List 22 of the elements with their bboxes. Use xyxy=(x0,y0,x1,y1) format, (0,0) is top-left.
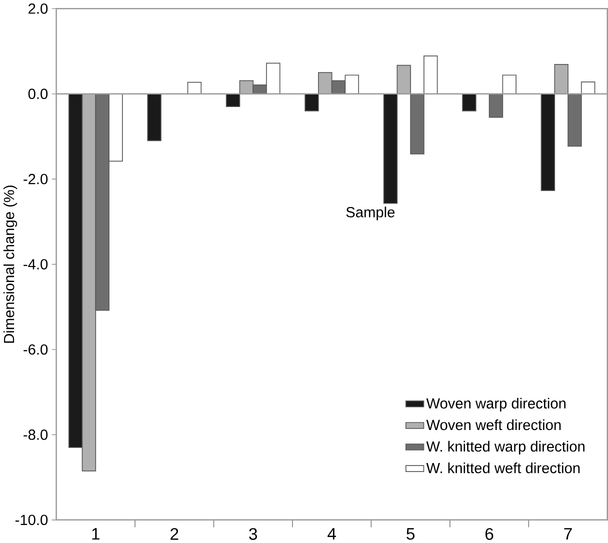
x-tick-label: 6 xyxy=(485,528,494,540)
x-tick-label: 3 xyxy=(249,528,257,540)
y-tick-label: -4.0 xyxy=(24,258,48,270)
y-tick-label: -6.0 xyxy=(24,344,48,354)
legend-label: Woven weft direction xyxy=(426,419,561,430)
y-axis-title: Dimensional change (%) xyxy=(3,185,18,342)
x-tick-label: 2 xyxy=(170,528,178,540)
x-axis-title: Sample xyxy=(346,206,395,220)
bar xyxy=(462,93,476,112)
bar xyxy=(147,93,162,141)
legend-label: W. knitted warp direction xyxy=(426,440,584,454)
x-tick-label: 5 xyxy=(406,528,414,540)
y-tick-label: -2.0 xyxy=(24,174,48,184)
legend-label: W. knitted weft direction xyxy=(426,462,580,474)
legend-label: Woven warp direction xyxy=(426,398,566,412)
x-tick-label: 1 xyxy=(92,528,100,540)
y-tick-label: 0.0 xyxy=(28,88,48,99)
x-tick-label: 4 xyxy=(328,528,336,540)
y-tick-label: 2.0 xyxy=(28,3,48,14)
x-tick-label: 7 xyxy=(564,528,572,540)
y-tick-label: -8.0 xyxy=(24,429,48,440)
y-tick-label: -10.0 xyxy=(15,514,48,525)
